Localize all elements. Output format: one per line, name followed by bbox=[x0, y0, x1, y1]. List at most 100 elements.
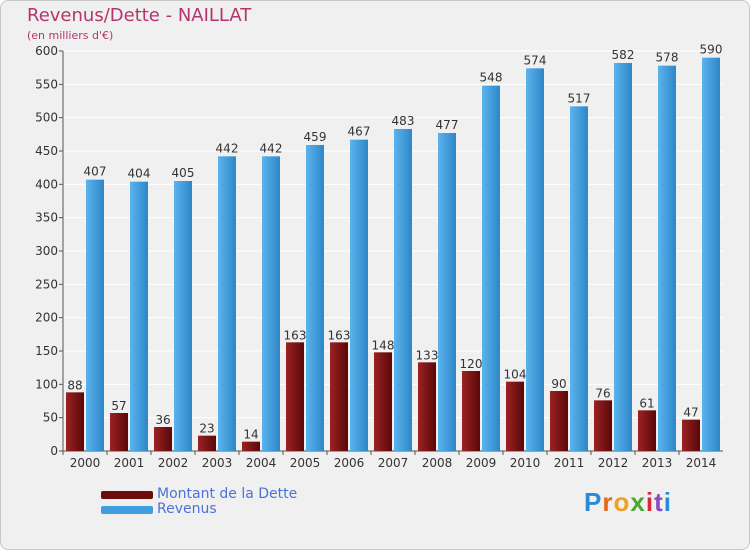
label-dette-2007: 148 bbox=[372, 338, 395, 352]
bar-revenus-2008 bbox=[438, 133, 456, 451]
bars bbox=[66, 57, 720, 452]
bar-dette-2010 bbox=[506, 381, 524, 451]
bar-dette-2011 bbox=[550, 391, 568, 451]
bar-dette-2012 bbox=[594, 400, 612, 451]
y-tick-label-450: 450 bbox=[35, 144, 58, 158]
label-dette-2010: 104 bbox=[504, 368, 527, 382]
x-tick-label-2007: 2007 bbox=[378, 456, 409, 470]
x-tick-label-2012: 2012 bbox=[598, 456, 629, 470]
bar-revenus-2007 bbox=[394, 129, 412, 451]
label-dette-2006: 163 bbox=[328, 328, 351, 342]
label-dette-2012: 76 bbox=[595, 386, 610, 400]
bar-revenus-2002 bbox=[174, 181, 192, 451]
x-tick-label-2011: 2011 bbox=[554, 456, 585, 470]
label-revenus-2007: 483 bbox=[392, 114, 415, 128]
bar-dette-2008 bbox=[418, 362, 436, 451]
y-tick-label-0: 0 bbox=[50, 444, 58, 458]
bar-revenus-2004 bbox=[262, 156, 280, 452]
x-tick-label-2001: 2001 bbox=[114, 456, 145, 470]
legend-item-dette: Montant de la Dette bbox=[101, 487, 297, 502]
y-tick-label-600: 600 bbox=[35, 44, 58, 58]
x-tick-label-2002: 2002 bbox=[158, 456, 189, 470]
bar-revenus-2013 bbox=[658, 65, 676, 452]
bar-dette-2013 bbox=[638, 410, 656, 451]
label-revenus-2001: 404 bbox=[128, 167, 151, 181]
data-labels: 88 407 57 404 36 405 23 442 14 442 163 459 163 467 148… bbox=[67, 43, 722, 442]
bar-dette-2006 bbox=[330, 342, 348, 451]
x-tick-label-2003: 2003 bbox=[202, 456, 233, 470]
y-tick-label-400: 400 bbox=[35, 177, 58, 191]
label-revenus-2006: 467 bbox=[348, 125, 371, 139]
bar-revenus-2005 bbox=[306, 145, 324, 451]
y-tick-label-150: 150 bbox=[35, 344, 58, 358]
legend-label-revenus: Revenus bbox=[157, 501, 217, 517]
label-revenus-2009: 548 bbox=[480, 71, 503, 85]
y-tick-label-250: 250 bbox=[35, 277, 58, 291]
legend: Montant de la Dette Revenus bbox=[101, 487, 297, 517]
proxiti-logo: Proxiti bbox=[584, 487, 672, 518]
label-revenus-2000: 407 bbox=[84, 165, 107, 179]
y-tick-label-100: 100 bbox=[35, 377, 58, 391]
legend-label-dette: Montant de la Dette bbox=[157, 486, 298, 502]
bar-revenus-2011 bbox=[570, 106, 588, 451]
x-tick-label-2004: 2004 bbox=[246, 456, 277, 470]
label-dette-2002: 36 bbox=[155, 413, 170, 427]
bar-dette-2009 bbox=[462, 371, 480, 451]
legend-swatch-revenus bbox=[101, 505, 153, 514]
label-revenus-2003: 442 bbox=[216, 141, 239, 155]
bar-dette-2004 bbox=[242, 441, 260, 451]
bar-dette-2005 bbox=[286, 342, 304, 451]
bar-dette-2000 bbox=[66, 392, 84, 451]
bar-revenus-2014 bbox=[702, 57, 720, 452]
bar-revenus-2010 bbox=[526, 68, 544, 451]
label-dette-2003: 23 bbox=[199, 422, 214, 436]
label-revenus-2011: 517 bbox=[568, 91, 591, 105]
y-tick-label-300: 300 bbox=[35, 244, 58, 258]
label-dette-2001: 57 bbox=[111, 399, 126, 413]
bar-revenus-2006 bbox=[350, 139, 368, 451]
logo-letter: r bbox=[602, 487, 614, 517]
bar-dette-2007 bbox=[374, 352, 392, 451]
label-revenus-2013: 578 bbox=[656, 51, 679, 65]
bar-revenus-2003 bbox=[218, 156, 236, 452]
logo-letter: i bbox=[645, 487, 655, 517]
x-tick-label-2006: 2006 bbox=[334, 456, 365, 470]
logo-letter: P bbox=[584, 487, 603, 517]
x-tick-label-2010: 2010 bbox=[510, 456, 541, 470]
bar-dette-2001 bbox=[110, 413, 128, 451]
legend-item-revenus: Revenus bbox=[101, 502, 297, 517]
label-dette-2005: 163 bbox=[284, 328, 307, 342]
logo-letter: x bbox=[630, 487, 646, 517]
y-tick-label-350: 350 bbox=[35, 211, 58, 225]
x-tick-label-2005: 2005 bbox=[290, 456, 321, 470]
label-revenus-2008: 477 bbox=[436, 118, 459, 132]
logo-letter: i bbox=[663, 487, 672, 517]
bar-revenus-2001 bbox=[130, 181, 148, 451]
logo-letter: t bbox=[654, 487, 664, 517]
label-dette-2014: 47 bbox=[683, 406, 698, 420]
x-tick-label-2014: 2014 bbox=[686, 456, 717, 470]
label-dette-2013: 61 bbox=[639, 396, 654, 410]
x-tick-label-2008: 2008 bbox=[422, 456, 453, 470]
label-revenus-2010: 574 bbox=[524, 53, 547, 67]
legend-swatch-dette bbox=[101, 490, 153, 499]
chart-subtitle: (en milliers d'€) bbox=[27, 29, 114, 42]
y-tick-label-550: 550 bbox=[35, 77, 58, 91]
logo-letter: o bbox=[613, 487, 631, 517]
x-tick-label-2000: 2000 bbox=[70, 456, 101, 470]
y-tick-label-500: 500 bbox=[35, 111, 58, 125]
label-dette-2009: 120 bbox=[460, 357, 483, 371]
y-tick-label-50: 50 bbox=[43, 411, 58, 425]
y-tick-label-200: 200 bbox=[35, 311, 58, 325]
label-dette-2011: 90 bbox=[551, 377, 566, 391]
grid-lines bbox=[63, 50, 723, 452]
chart-title: Revenus/Dette - NAILLAT bbox=[27, 5, 252, 26]
axes: 0 50 100 150 200 250 300 350 400 450 500 550 600 2000… bbox=[35, 44, 723, 470]
x-tick-label-2009: 2009 bbox=[466, 456, 497, 470]
label-revenus-2012: 582 bbox=[612, 48, 635, 62]
bar-dette-2014 bbox=[682, 419, 700, 451]
label-revenus-2004: 442 bbox=[260, 141, 283, 155]
label-dette-2004: 14 bbox=[243, 428, 258, 442]
